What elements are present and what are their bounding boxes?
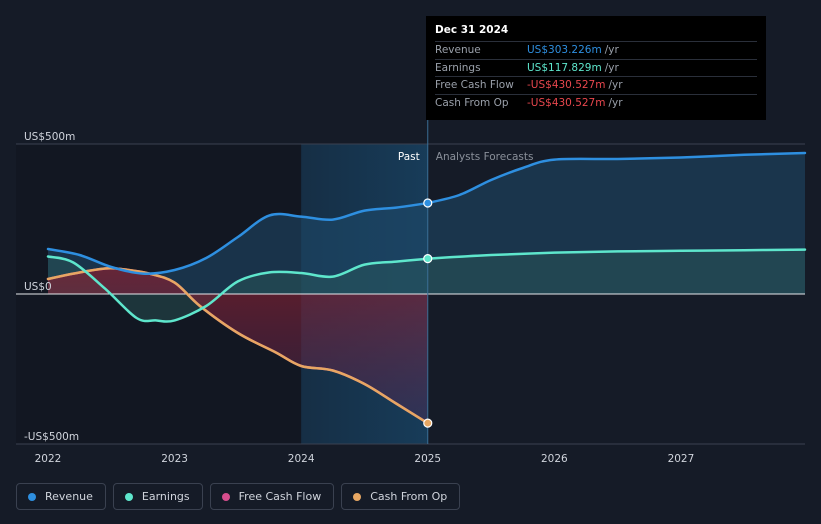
legend-label: Earnings <box>141 490 190 503</box>
legend-label: Free Cash Flow <box>238 490 322 503</box>
tooltip: Dec 31 2024 Revenue US$303.226m /yr Earn… <box>426 16 766 120</box>
revenue-area <box>48 153 805 294</box>
tooltip-unit: /yr <box>604 61 619 74</box>
tooltip-value: US$303.226m <box>527 44 602 57</box>
tooltip-value: -US$430.527m <box>527 79 606 92</box>
tooltip-row-cash-from-op: Cash From Op -US$430.527m /yr <box>435 93 757 112</box>
legend: Revenue Earnings Free Cash Flow Cash Fro… <box>16 483 461 510</box>
tooltip-label: Earnings <box>435 61 481 74</box>
y-axis-label: US$500m <box>24 131 75 143</box>
legend-dot-icon <box>28 492 36 501</box>
legend-dot-icon <box>353 492 362 501</box>
tooltip-unit: /yr <box>604 44 619 57</box>
revenue-line <box>46 201 430 275</box>
x-axis-tick-label: 2026 <box>541 453 568 465</box>
x-axis-tick-label: 2024 <box>288 453 315 465</box>
past-label: Past <box>398 151 420 163</box>
tooltip-value: US$117.829m <box>527 61 602 74</box>
legend-item-earnings[interactable]: Earnings <box>112 483 203 510</box>
legend-label: Revenue <box>45 490 93 503</box>
cash-from-op-marker <box>423 418 433 428</box>
earnings-line <box>46 255 430 323</box>
tooltip-label: Free Cash Flow <box>435 79 514 92</box>
y-axis-label: -US$500m <box>24 431 79 443</box>
cash-from-op-line <box>46 266 430 425</box>
cash-flow-area <box>48 268 428 424</box>
x-axis-tick-label: 2022 <box>35 453 62 465</box>
legend-item-revenue[interactable]: Revenue <box>16 483 106 510</box>
tooltip-label: Cash From Op <box>435 96 509 109</box>
x-axis-tick-label: 2023 <box>161 453 188 465</box>
tooltip-row-free-cash-flow: Free Cash Flow -US$430.527m /yr <box>435 76 757 94</box>
tooltip-value: -US$430.527m <box>527 96 606 109</box>
forecast-label: Analysts Forecasts <box>436 151 534 163</box>
tooltip-row-revenue: Revenue US$303.226m /yr <box>435 41 757 59</box>
tooltip-unit: /yr <box>608 96 623 109</box>
tooltip-label: Revenue <box>435 44 481 57</box>
earnings-forecast-line <box>426 248 807 260</box>
legend-item-free-cash-flow[interactable]: Free Cash Flow <box>209 483 335 510</box>
tooltip-row-earnings: Earnings US$117.829m /yr <box>435 58 757 77</box>
earnings-marker <box>423 254 433 264</box>
legend-dot-icon <box>124 492 133 501</box>
revenue-forecast-line <box>426 151 807 205</box>
tooltip-unit: /yr <box>608 79 623 92</box>
x-axis-tick-label: 2027 <box>668 453 695 465</box>
earnings-area <box>48 249 805 322</box>
revenue-marker <box>423 198 433 208</box>
y-axis-label: US$0 <box>24 281 52 293</box>
x-axis-tick-label: 2025 <box>414 453 441 465</box>
tooltip-date: Dec 31 2024 <box>435 24 509 36</box>
legend-dot-icon <box>221 492 230 501</box>
legend-item-cash-from-op[interactable]: Cash From Op <box>341 483 461 510</box>
legend-label: Cash From Op <box>370 490 448 503</box>
